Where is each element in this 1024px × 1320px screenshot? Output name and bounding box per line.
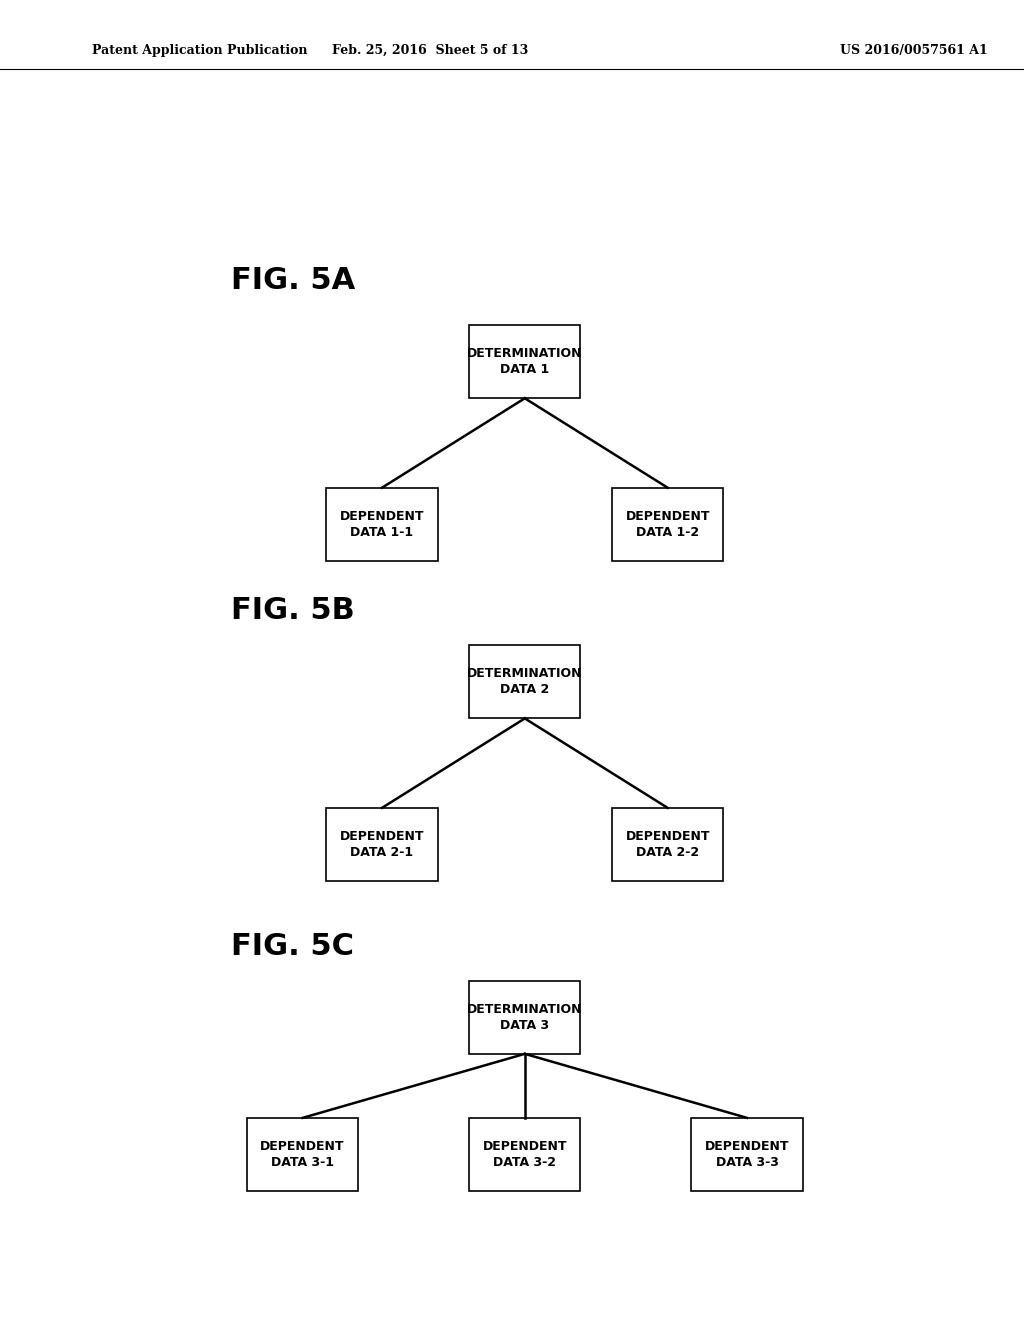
Text: DEPENDENT
DATA 3-1: DEPENDENT DATA 3-1 bbox=[260, 1140, 345, 1170]
FancyBboxPatch shape bbox=[327, 487, 437, 561]
Text: DEPENDENT
DATA 1-1: DEPENDENT DATA 1-1 bbox=[340, 510, 424, 539]
FancyBboxPatch shape bbox=[469, 325, 581, 399]
Text: Patent Application Publication: Patent Application Publication bbox=[92, 44, 307, 57]
FancyBboxPatch shape bbox=[327, 808, 437, 880]
Text: DEPENDENT
DATA 2-1: DEPENDENT DATA 2-1 bbox=[340, 830, 424, 859]
Text: Feb. 25, 2016  Sheet 5 of 13: Feb. 25, 2016 Sheet 5 of 13 bbox=[332, 44, 528, 57]
Text: DEPENDENT
DATA 3-2: DEPENDENT DATA 3-2 bbox=[482, 1140, 567, 1170]
Text: DEPENDENT
DATA 1-2: DEPENDENT DATA 1-2 bbox=[626, 510, 710, 539]
Text: FIG. 5A: FIG. 5A bbox=[231, 265, 355, 294]
FancyBboxPatch shape bbox=[469, 1118, 581, 1191]
FancyBboxPatch shape bbox=[247, 1118, 358, 1191]
Text: FIG. 5B: FIG. 5B bbox=[231, 597, 355, 626]
Text: DETERMINATION
DATA 2: DETERMINATION DATA 2 bbox=[467, 668, 583, 697]
Text: DEPENDENT
DATA 3-3: DEPENDENT DATA 3-3 bbox=[705, 1140, 790, 1170]
FancyBboxPatch shape bbox=[612, 487, 723, 561]
Text: DETERMINATION
DATA 3: DETERMINATION DATA 3 bbox=[467, 1003, 583, 1032]
Text: FIG. 5C: FIG. 5C bbox=[231, 932, 354, 961]
FancyBboxPatch shape bbox=[612, 808, 723, 880]
FancyBboxPatch shape bbox=[691, 1118, 803, 1191]
Text: US 2016/0057561 A1: US 2016/0057561 A1 bbox=[840, 44, 987, 57]
Text: DEPENDENT
DATA 2-2: DEPENDENT DATA 2-2 bbox=[626, 830, 710, 859]
Text: DETERMINATION
DATA 1: DETERMINATION DATA 1 bbox=[467, 347, 583, 376]
FancyBboxPatch shape bbox=[469, 981, 581, 1053]
FancyBboxPatch shape bbox=[469, 645, 581, 718]
